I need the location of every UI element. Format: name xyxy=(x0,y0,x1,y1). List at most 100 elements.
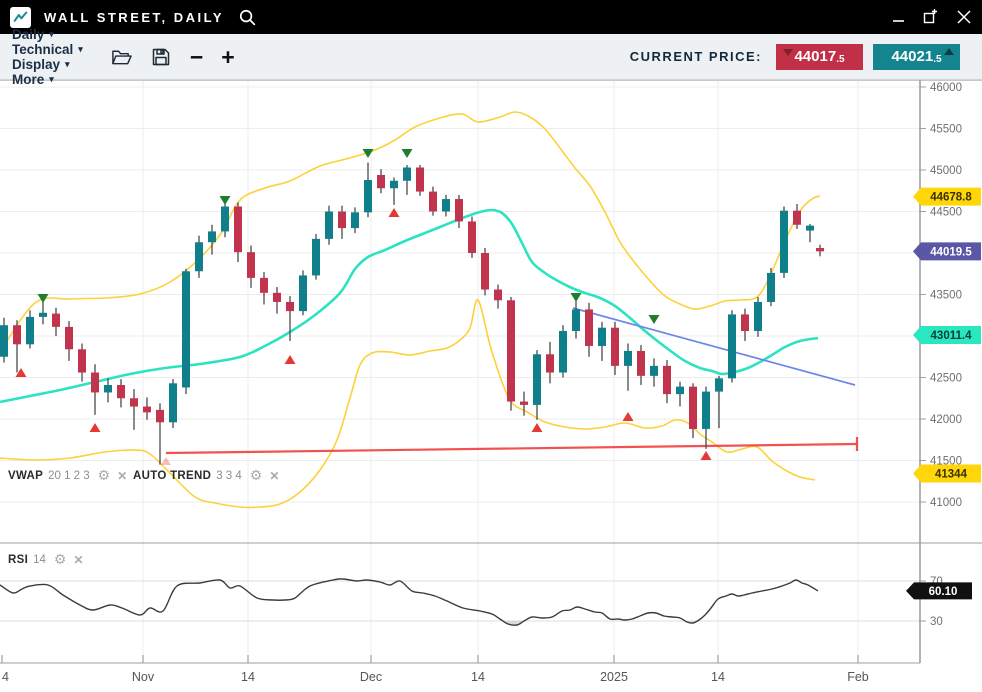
zoom-out-button[interactable]: − xyxy=(189,43,204,70)
time-axis-label: 14 xyxy=(711,670,725,684)
candle-down xyxy=(273,292,281,302)
vwap-remove-icon[interactable]: ✕ xyxy=(117,468,128,483)
price-axis-label: 42500 xyxy=(930,373,962,385)
candle-up xyxy=(780,210,788,273)
candle-down xyxy=(156,409,164,423)
buy-price-badge: 44021.5 xyxy=(873,43,960,70)
rsi-value-tag xyxy=(906,582,972,600)
candle-up xyxy=(182,271,190,388)
price-axis-label: 41000 xyxy=(930,497,962,509)
candle-up xyxy=(351,212,359,229)
auto-trend-line-up xyxy=(165,442,858,455)
zoom-in-button[interactable]: + xyxy=(221,43,235,70)
down-arrow-icon xyxy=(783,48,793,56)
price-axis-label: 45500 xyxy=(930,124,962,136)
auto-trend-remove-icon[interactable]: ✕ xyxy=(269,468,280,483)
candle-up xyxy=(533,354,541,405)
up-arrow-icon xyxy=(944,47,954,55)
candle-down xyxy=(468,221,476,253)
candle-down xyxy=(416,167,424,192)
candle-down xyxy=(117,384,125,399)
sell-signal-icon xyxy=(401,149,413,158)
rsi-label: RSI xyxy=(8,553,29,566)
menu-more-button[interactable]: More ▾ xyxy=(12,71,54,87)
auto-trend-settings-icon[interactable]: ⚙ xyxy=(249,467,263,483)
candle-up xyxy=(299,275,307,312)
candle-down xyxy=(247,252,255,278)
candle-up xyxy=(390,180,398,189)
time-axis-label: 14 xyxy=(241,670,255,684)
rsi-oversold-fill xyxy=(685,621,697,623)
auto-trend-legend: AUTO TREND 3 3 4 ⚙ ✕ xyxy=(133,467,279,484)
open-chart-button[interactable] xyxy=(111,48,132,66)
menu-daily-button[interactable]: Daily ▾ xyxy=(12,26,54,42)
minimize-button[interactable] xyxy=(892,10,906,24)
rsi-value-label: 60.10 xyxy=(929,586,958,598)
sell-signal-icon xyxy=(648,315,660,324)
rsi-level-label: 30 xyxy=(930,616,943,628)
rsi-legend: RSI 14 ⚙ ✕ xyxy=(8,551,84,568)
bollinger-lower-band xyxy=(0,299,816,509)
auto-trend-params: 3 3 4 xyxy=(216,469,242,482)
candle-up xyxy=(221,206,229,232)
menu-technical-button[interactable]: Technical ▾ xyxy=(12,41,83,57)
search-icon[interactable] xyxy=(238,8,257,27)
buy-signal-icon xyxy=(622,412,634,421)
vwap-legend: VWAP 20 1 2 3 ⚙ ✕ xyxy=(8,467,127,484)
buy-signal-icon xyxy=(700,451,712,460)
time-axis-label: Dec xyxy=(360,670,382,684)
candle-up xyxy=(195,242,203,272)
time-axis-label: 14 xyxy=(471,670,485,684)
vwap-settings-icon[interactable]: ⚙ xyxy=(97,467,111,483)
candle-down xyxy=(611,327,619,366)
dropdown-caret-icon: ▾ xyxy=(78,43,83,54)
price-chart-canvas[interactable]: 4600045500450004450044000435004300042500… xyxy=(0,80,982,692)
rsi-settings-icon[interactable]: ⚙ xyxy=(53,551,67,567)
candle-down xyxy=(13,325,21,345)
candle-up xyxy=(767,272,775,302)
price-axis-label: 42000 xyxy=(930,414,962,426)
price-tag xyxy=(913,326,981,345)
dropdown-caret-icon: ▾ xyxy=(49,28,54,39)
buy-signal-icon xyxy=(284,355,296,364)
trend-start-marker xyxy=(161,457,171,465)
buy-signal-icon xyxy=(15,368,27,377)
candle-down xyxy=(130,398,138,407)
close-button[interactable] xyxy=(956,9,972,25)
time-axis-label: 2025 xyxy=(600,670,628,684)
candle-down xyxy=(429,191,437,212)
candle-up xyxy=(572,309,580,332)
menu-display-button[interactable]: Display ▾ xyxy=(12,56,70,72)
popout-button[interactable] xyxy=(922,8,940,26)
price-axis-label: 43500 xyxy=(930,290,962,302)
candle-up xyxy=(676,386,684,395)
candle-up xyxy=(169,383,177,423)
rsi-remove-icon[interactable]: ✕ xyxy=(73,552,84,567)
save-chart-button[interactable] xyxy=(152,48,170,66)
auto-trend-label: AUTO TREND xyxy=(133,469,212,482)
price-tag xyxy=(913,187,981,206)
vwap-params: 20 1 2 3 xyxy=(48,469,90,482)
chart-toolbar: Daily ▾ Technical ▾ Display ▾ More ▾ − + CURREN… xyxy=(0,27,982,87)
current-price-group: CURRENT PRICE: 44017.5 44021.5 xyxy=(630,43,970,70)
candle-up xyxy=(0,325,8,357)
buy-signal-icon xyxy=(531,423,543,432)
candle-down xyxy=(65,326,73,350)
candle-down xyxy=(143,406,151,413)
candle-down xyxy=(286,301,294,312)
candle-up xyxy=(312,238,320,276)
candle-up xyxy=(806,225,814,231)
candle-down xyxy=(494,289,502,301)
candle-up xyxy=(728,314,736,379)
candle-up xyxy=(104,384,112,393)
candle-down xyxy=(78,349,86,373)
price-tag xyxy=(913,464,981,483)
candle-up xyxy=(559,331,567,373)
price-tag-value: 41344 xyxy=(935,468,968,480)
sell-signal-icon xyxy=(37,294,49,303)
window-title: WALL STREET, DAILY xyxy=(44,9,225,25)
buy-signal-icon xyxy=(89,423,101,432)
window-controls xyxy=(892,8,972,26)
candle-up xyxy=(364,179,372,213)
candle-down xyxy=(91,372,99,393)
